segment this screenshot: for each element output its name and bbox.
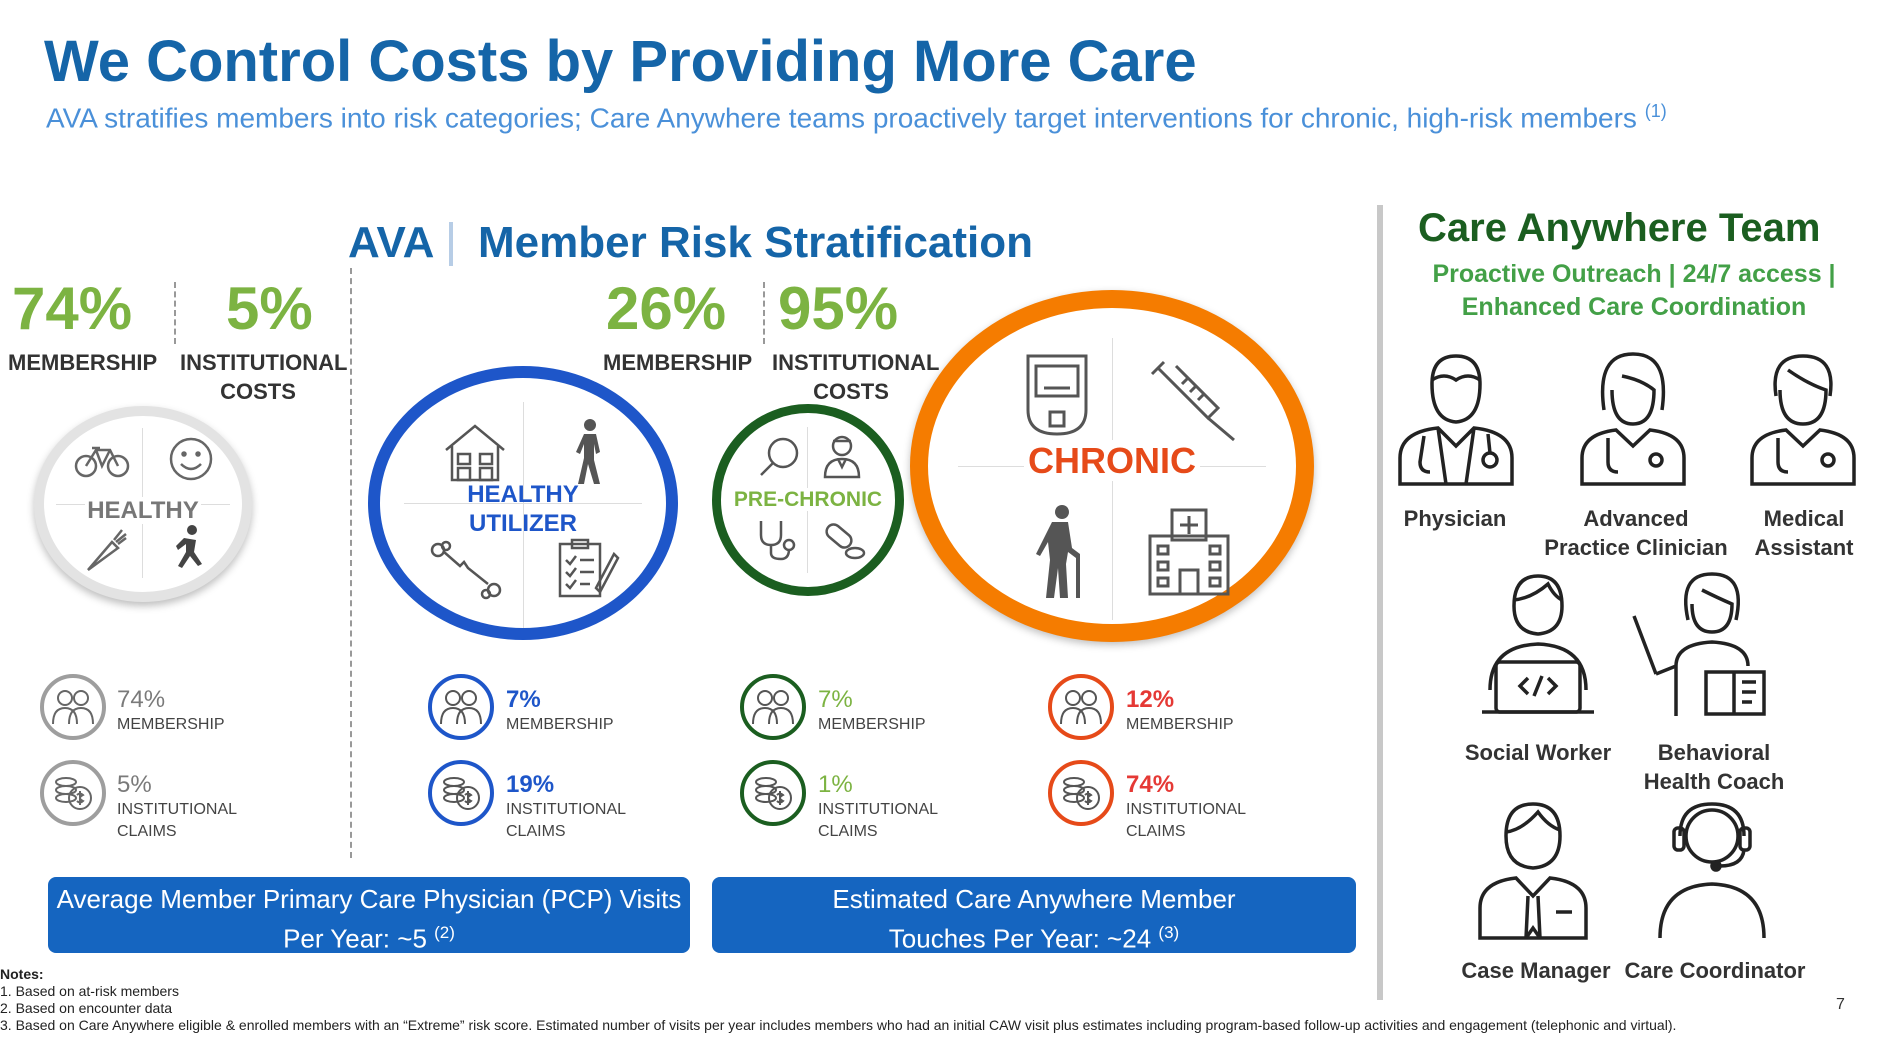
health-coach-icon	[1630, 570, 1774, 725]
membership-people-icon	[40, 674, 106, 740]
elderly-person-icon	[1028, 504, 1088, 605]
advanced-clinician-label: Advanced Practice Clinician	[1544, 506, 1728, 560]
advanced-clinician-icon	[1578, 350, 1688, 491]
hospital-icon	[1146, 506, 1232, 601]
section-divider	[350, 268, 352, 858]
chronic-claims-label: INSTITUTIONAL CLAIMS	[1126, 801, 1247, 840]
pre-chronic-label: PRE-CHRONIC	[733, 488, 883, 511]
prechronic-claims-pct: 1%	[818, 771, 853, 798]
healthy-utilizer-label: HEALTHY UTILIZER	[467, 481, 579, 537]
footnote-ref-1: (1)	[1644, 101, 1667, 121]
healthy-circle: HEALTHY	[34, 406, 252, 602]
left-membership-pct: 74%	[12, 275, 133, 342]
case-manager-icon	[1476, 800, 1590, 945]
right-membership-label: MEMBERSHIP	[603, 350, 753, 375]
pill-icon	[821, 517, 867, 568]
medical-assistant-icon	[1748, 350, 1858, 491]
healthy-membership-pct: 74%	[117, 686, 166, 713]
page-subtitle: AVA stratifies members into risk categor…	[46, 101, 1667, 134]
social-worker-label: Social Worker	[1464, 740, 1612, 765]
utilizer-claims-label: INSTITUTIONAL CLAIMS	[506, 801, 627, 840]
physician-label: Physician	[1403, 506, 1507, 531]
physician-icon	[1396, 350, 1516, 491]
smiley-icon	[168, 436, 214, 487]
prechronic-membership-label: MEMBERSHIP	[818, 716, 926, 733]
healthy-utilizer-circle: HEALTHY UTILIZER	[368, 366, 678, 640]
claims-coins-icon	[740, 760, 806, 826]
claims-coins-icon	[1048, 760, 1114, 826]
chronic-claims-pct: 74%	[1126, 771, 1175, 798]
care-coordinator-label: Care Coordinator	[1624, 958, 1806, 983]
chronic-membership-label: MEMBERSHIP	[1126, 716, 1234, 733]
left-costs-pct: 5%	[226, 275, 313, 342]
right-costs-pct: 95%	[778, 275, 899, 342]
team-subheading: Proactive Outreach | 24/7 access | Enhanc…	[1432, 260, 1836, 321]
page-number: 7	[1836, 996, 1845, 1013]
footnotes: Notes: 1. Based on at-risk members 2. Ba…	[0, 966, 1677, 1033]
healthy-claims-pct: 5%	[117, 771, 152, 798]
left-costs-label: INSTITUTIONAL COSTS	[180, 350, 348, 404]
prechronic-membership-pct: 7%	[818, 686, 853, 713]
membership-people-icon	[1048, 674, 1114, 740]
social-worker-icon	[1476, 570, 1600, 725]
stethoscope-icon	[755, 517, 801, 568]
health-coach-label: Behavioral Health Coach	[1643, 740, 1785, 794]
broken-bone-icon	[430, 540, 502, 603]
utilizer-membership-pct: 7%	[506, 686, 541, 713]
care-coordinator-icon	[1654, 800, 1770, 945]
right-membership-pct: 26%	[606, 275, 727, 342]
prechronic-claims-label: INSTITUTIONAL CLAIMS	[818, 801, 939, 840]
utilizer-claims-pct: 19%	[506, 771, 555, 798]
care-touches-banner: Estimated Care Anywhere Member Touches P…	[712, 877, 1356, 954]
healthy-membership-label: MEMBERSHIP	[117, 716, 225, 733]
medical-assistant-label: Medical Assistant	[1754, 506, 1854, 560]
ava-label: AVA	[348, 218, 435, 267]
summary-divider	[763, 282, 765, 344]
membership-people-icon	[428, 674, 494, 740]
pcp-visits-banner: Average Member Primary Care Physician (P…	[48, 877, 690, 954]
healthy-label: HEALTHY	[85, 497, 201, 524]
pre-chronic-circle: PRE-CHRONIC	[712, 404, 904, 596]
doctor-icon	[821, 433, 863, 484]
left-membership-label: MEMBERSHIP	[8, 350, 158, 375]
chronic-label: CHRONIC	[928, 436, 1296, 486]
chronic-membership-pct: 12%	[1126, 686, 1175, 713]
membership-people-icon	[740, 674, 806, 740]
syringe-icon	[1146, 360, 1238, 447]
summary-divider	[174, 282, 176, 344]
carrot-icon	[82, 528, 128, 579]
panel-separator	[1377, 205, 1383, 1000]
house-icon	[442, 422, 508, 489]
glucose-meter-icon	[1022, 350, 1092, 445]
stratification-heading: Member Risk Stratification	[478, 218, 1034, 267]
case-manager-label: Case Manager	[1461, 958, 1611, 983]
healthy-claims-label: INSTITUTIONAL CLAIMS	[117, 801, 238, 840]
utilizer-membership-label: MEMBERSHIP	[506, 716, 614, 733]
bicycle-icon	[74, 444, 130, 483]
clipboard-icon	[556, 538, 620, 605]
running-person-icon	[166, 524, 210, 577]
right-costs-label: INSTITUTIONAL COSTS	[772, 350, 940, 404]
heading-divider	[449, 222, 453, 266]
walking-person-icon	[570, 418, 610, 493]
magnifier-icon	[757, 435, 801, 484]
page-title: We Control Costs by Providing More Care	[44, 29, 1197, 94]
claims-coins-icon	[428, 760, 494, 826]
team-heading: Care Anywhere Team	[1418, 206, 1821, 250]
chronic-circle: CHRONIC	[910, 290, 1314, 642]
claims-coins-icon	[40, 760, 106, 826]
